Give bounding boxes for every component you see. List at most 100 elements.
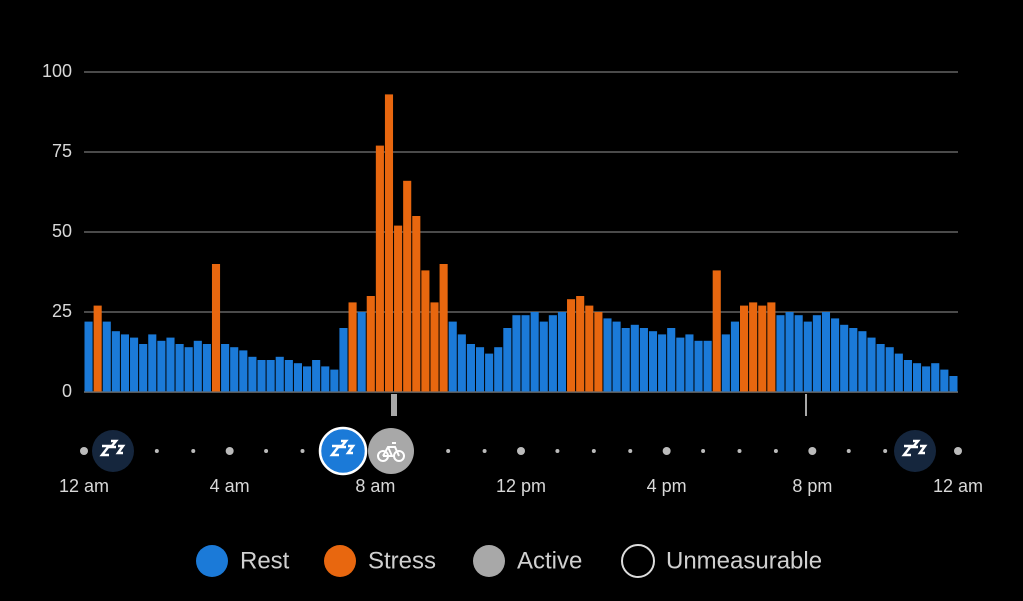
bar <box>275 356 284 392</box>
bar <box>567 299 576 392</box>
x-tick-label: 12 am <box>59 476 109 496</box>
bar <box>93 305 102 392</box>
legend-label: Active <box>517 547 582 574</box>
timeline-dot <box>737 449 742 453</box>
bar <box>84 321 93 392</box>
bar <box>175 344 184 392</box>
bar <box>130 337 139 392</box>
bar <box>111 331 120 392</box>
bar <box>321 366 330 392</box>
x-tick-label: 8 pm <box>792 476 832 496</box>
bar <box>412 216 421 392</box>
y-tick-label: 25 <box>52 301 72 321</box>
bar <box>303 366 312 392</box>
bar <box>448 321 457 392</box>
bar <box>594 312 603 392</box>
bike-glyph <box>377 442 405 462</box>
bar <box>676 337 685 392</box>
unmeasurable-marker <box>805 394 807 416</box>
bar <box>539 321 548 392</box>
timeline-dot <box>846 449 851 453</box>
y-tick-label: 75 <box>52 141 72 161</box>
bar <box>357 312 366 392</box>
bar <box>667 328 676 392</box>
legend-label: Unmeasurable <box>666 547 822 574</box>
bar <box>685 334 694 392</box>
bar <box>384 94 394 393</box>
bar <box>794 315 803 392</box>
bar <box>712 270 721 392</box>
x-tick-label: 4 pm <box>647 476 687 496</box>
sleep-glyph <box>99 439 126 457</box>
bar <box>612 321 621 392</box>
sleep-glyph <box>901 439 928 457</box>
bar <box>603 318 612 392</box>
activity-icon[interactable] <box>368 428 414 474</box>
bar <box>949 376 958 392</box>
bar <box>330 369 339 392</box>
bar <box>284 360 293 392</box>
timeline-dot <box>662 447 671 455</box>
bar <box>266 360 275 392</box>
legend-label: Rest <box>240 547 290 574</box>
x-tick-label: 4 am <box>210 476 250 496</box>
bar <box>312 360 321 392</box>
timeline-dot <box>701 449 706 453</box>
bar <box>767 302 776 392</box>
bar <box>211 264 221 392</box>
timeline-dot <box>517 447 525 455</box>
bar <box>439 264 448 392</box>
timeline-dot <box>628 449 633 453</box>
sleep-icon-selected[interactable] <box>318 426 368 476</box>
bar <box>730 321 739 392</box>
timeline-dot <box>191 449 196 453</box>
bar <box>694 340 703 392</box>
timeline-dot <box>954 447 962 455</box>
bar <box>139 344 148 392</box>
timeline-dot <box>80 447 88 455</box>
bar <box>148 334 157 392</box>
bar <box>758 305 767 392</box>
sleep-icon[interactable] <box>894 430 936 472</box>
bar <box>239 350 248 392</box>
bar <box>885 347 894 392</box>
bar <box>230 347 239 392</box>
bar <box>776 315 785 392</box>
bar <box>648 331 658 392</box>
bar <box>166 337 175 392</box>
x-tick-label: 8 am <box>355 476 395 496</box>
bar <box>339 328 348 392</box>
sleep-glyph <box>329 439 356 457</box>
bar <box>221 344 230 392</box>
timeline-icons <box>92 394 936 476</box>
timeline-dot <box>225 447 234 455</box>
bar <box>530 312 539 392</box>
timeline-dot <box>883 449 888 453</box>
bar <box>639 328 648 392</box>
bar <box>721 334 730 392</box>
sleep-icon[interactable] <box>92 430 134 472</box>
bar <box>585 305 594 392</box>
bar <box>840 324 849 392</box>
bar <box>812 315 821 392</box>
bar <box>512 315 521 392</box>
bar <box>430 302 439 392</box>
bar <box>193 340 202 392</box>
timeline-dot <box>555 449 560 453</box>
timeline-dot <box>591 449 596 453</box>
bar <box>630 324 639 392</box>
bar <box>394 225 403 392</box>
bar <box>849 328 858 392</box>
bar <box>403 180 412 392</box>
y-tick-label: 0 <box>62 381 72 401</box>
bar <box>120 334 130 392</box>
bar <box>503 328 512 392</box>
bar <box>876 344 885 392</box>
y-tick-label: 100 <box>42 61 72 81</box>
bar <box>576 296 585 392</box>
timeline-dot <box>264 449 269 453</box>
bar <box>931 363 940 392</box>
bar <box>821 312 831 392</box>
timeline-dot <box>154 449 159 453</box>
